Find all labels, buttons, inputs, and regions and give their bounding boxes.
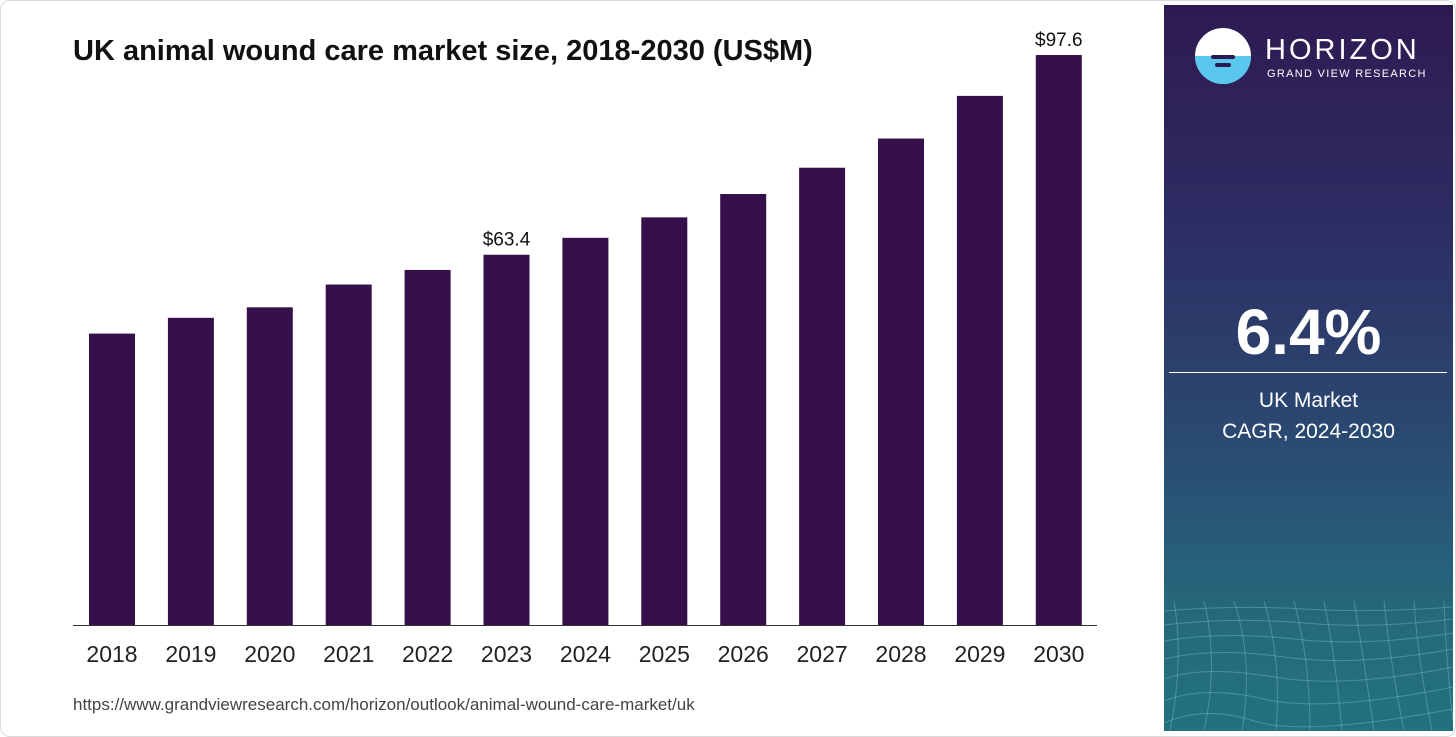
x-tick-label-2023: 2023 <box>481 641 532 667</box>
bar-2027 <box>799 167 846 625</box>
x-tick-label-2027: 2027 <box>797 641 848 667</box>
bar-2018 <box>89 333 135 625</box>
bar-chart: 2018 2019 2020 2021 2022 2023 $63.4 2024 2025 202… <box>73 30 1097 667</box>
x-tick-label-2022: 2022 <box>402 641 453 667</box>
bar-2021 <box>325 284 372 625</box>
chart-title: UK animal wound care market size, 2018-2… <box>73 35 813 67</box>
horizon-logo-icon <box>1195 28 1251 84</box>
x-tick-label-2019: 2019 <box>165 641 216 667</box>
bar-2025 <box>641 217 688 626</box>
x-tick-label-2021: 2021 <box>323 641 374 667</box>
cagr-label-line2: CAGR, 2024-2030 <box>1222 420 1395 443</box>
data-label-2030: $97.6 <box>1035 30 1083 51</box>
cagr-label: UK Market CAGR, 2024-2030 <box>1164 385 1453 447</box>
x-tick-label-2029: 2029 <box>954 641 1005 667</box>
bar-2029 <box>956 95 1003 626</box>
bar-2030 <box>1035 55 1082 626</box>
mesh-decoration <box>1164 601 1453 731</box>
brand-name: HORIZON <box>1265 34 1420 66</box>
x-tick-label-2024: 2024 <box>560 641 611 667</box>
sidebar-panel: HORIZON GRAND VIEW RESEARCH 6.4% UK Mark… <box>1164 5 1453 731</box>
x-tick-label-2026: 2026 <box>718 641 769 667</box>
bar-2023 <box>483 254 530 625</box>
x-tick-label-2025: 2025 <box>639 641 690 667</box>
bar-2022 <box>404 269 451 625</box>
x-tick-label-2028: 2028 <box>875 641 926 667</box>
x-tick-label-2020: 2020 <box>244 641 295 667</box>
cagr-label-line1: UK Market <box>1258 389 1359 412</box>
bar-2020 <box>246 307 293 625</box>
bar-2019 <box>167 317 214 625</box>
data-label-2023: $63.4 <box>483 230 531 251</box>
source-url[interactable]: https://www.grandviewresearch.com/horizo… <box>73 695 695 714</box>
divider <box>1169 372 1447 373</box>
brand-logo: HORIZON GRAND VIEW RESEARCH <box>1195 28 1435 92</box>
bar-2026 <box>720 194 767 625</box>
brand-subtitle: GRAND VIEW RESEARCH <box>1267 68 1427 80</box>
bar-2024 <box>562 237 609 626</box>
x-tick-label-2018: 2018 <box>86 641 137 667</box>
bar-2028 <box>878 138 924 625</box>
cagr-value: 6.4% <box>1235 296 1382 368</box>
x-tick-label-2030: 2030 <box>1033 641 1084 667</box>
